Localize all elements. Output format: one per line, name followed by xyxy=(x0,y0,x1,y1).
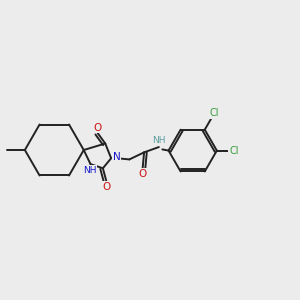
Text: Cl: Cl xyxy=(209,108,219,118)
Text: O: O xyxy=(102,182,110,192)
Text: O: O xyxy=(94,123,102,133)
Text: Cl: Cl xyxy=(229,146,239,156)
Text: NH: NH xyxy=(83,166,96,175)
Text: N: N xyxy=(112,152,120,162)
Text: NH: NH xyxy=(152,136,166,145)
Text: O: O xyxy=(138,169,146,178)
